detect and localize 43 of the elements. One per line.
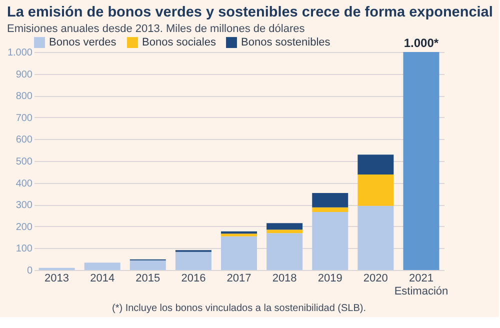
bar [266,223,303,230]
x-tick-label: 2021 Estimación [394,272,448,298]
bar [358,154,394,175]
x-tick-label: 2013 [44,272,70,284]
bar [312,207,348,212]
y-tick-label: 500 [16,156,33,168]
bar [312,193,348,208]
bar [130,260,166,270]
y-tick-label: 400 [16,178,33,190]
x-tick-label: 2015 [136,272,160,284]
legend-label: Bonos sostenibles [241,36,331,49]
bar [312,212,348,270]
bar [358,174,394,206]
legend-label: Bonos verdes [49,36,117,49]
y-tick-label: 600 [16,134,33,146]
bar [221,231,257,234]
text: (*) Incluye los bonos vinculados a la sostenibilidad (SLB). [112,303,366,314]
x-tick-label: 2018 [272,272,297,284]
bar [266,233,303,270]
bar [266,230,303,234]
y-tick-label: 1.000 [7,48,33,58]
x-tick-label: 2020 [363,272,388,284]
y-tick-label: 900 [16,69,33,80]
data-label: 1.000* [404,36,439,50]
legend-label: Bonos sociales [142,36,216,49]
x-tick-label: 2016 [181,272,206,284]
x-tick-label: 2014 [90,272,115,284]
chart-title: La emisión de bonos verdes y sostenibles crece de forma exponencial [6,4,493,20]
bar [84,262,120,270]
y-tick-label: 200 [16,222,33,233]
x-tick-label: 2019 [318,272,342,284]
x-tick-label: 2017 [226,272,252,284]
bar [358,206,394,270]
y-tick-label: 700 [16,112,33,124]
y-tick-label: 100 [16,244,33,255]
bar [403,52,440,270]
chart-subtitle: Emisiones anuales desde 2013. Miles de millones de dólares [6,23,306,35]
bar [175,252,212,270]
y-tick-label: 0 [26,266,33,276]
bar [221,236,257,270]
bar [221,234,257,236]
y-tick-label: 800 [16,91,33,102]
y-tick-label: 300 [16,200,33,212]
